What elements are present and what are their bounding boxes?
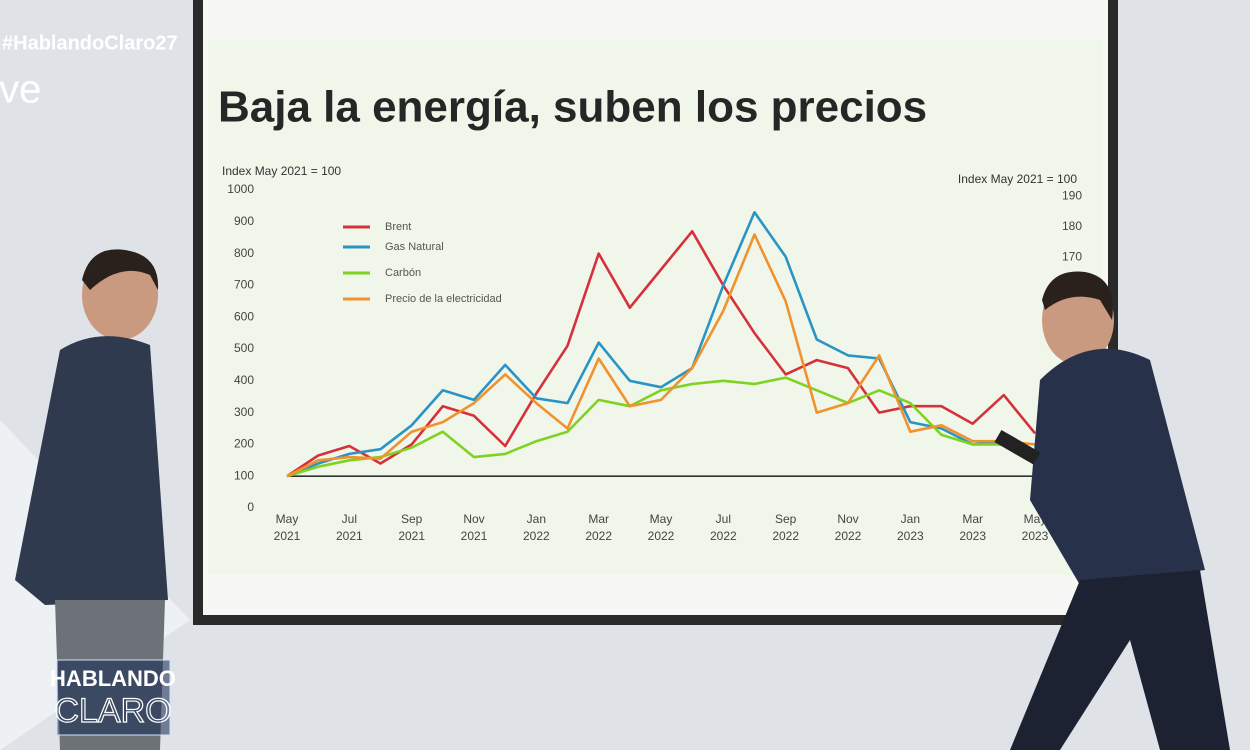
hair (82, 249, 159, 290)
y2-tick-label: 170 (1062, 249, 1082, 263)
trousers (1010, 570, 1230, 750)
y-tick-label: 100 (234, 468, 254, 482)
legend-label: Brent (385, 221, 411, 233)
y2-tick-label: 180 (1062, 219, 1082, 233)
series-line (286, 230, 1037, 478)
x-tick-label: Nov 2021 (461, 512, 488, 543)
x-tick-label: May 2021 (274, 512, 301, 543)
y-tick-label: 300 (234, 405, 254, 419)
y-tick-label: 900 (234, 214, 254, 228)
x-tick-label: May 2022 (648, 512, 675, 543)
y-tick-label: 200 (234, 437, 254, 451)
x-tick-label: Jan 2022 (523, 512, 550, 543)
presenter-left (15, 249, 168, 750)
plot: 0100200300400500600700800900100011012013… (227, 182, 1082, 543)
series-line (286, 211, 1036, 478)
y-tick-label: 500 (234, 341, 254, 355)
series-line (286, 376, 1036, 478)
show-logo-bottom: CLARO (54, 692, 171, 730)
series-line (286, 233, 1036, 478)
y-tick-label: 400 (234, 373, 254, 387)
y-tick-label: 700 (234, 278, 254, 292)
y2-tick-label: 190 (1062, 188, 1082, 202)
x-tick-label: Jul 2022 (710, 512, 737, 543)
tablet (994, 429, 1041, 465)
x-tick-label: Sep 2021 (398, 512, 425, 543)
x-tick-label: Mar 2023 (959, 512, 986, 543)
x-tick-label: Mar 2022 (585, 512, 612, 543)
x-tick-label: Nov 2022 (835, 512, 862, 543)
legend-label: Precio de la electricidad (385, 293, 502, 305)
legend-label: Carbón (385, 267, 421, 279)
y-tick-label: 0 (247, 500, 254, 514)
presenter-right (994, 271, 1230, 750)
y2-axis-label: Index May 2021 = 100 (958, 172, 1077, 186)
show-logo-top: HABLANDO (50, 666, 176, 691)
y-tick-label: 600 (234, 309, 254, 323)
hair (1042, 271, 1113, 320)
chart-panel (208, 40, 1103, 575)
x-tick-label: Sep 2022 (772, 512, 799, 543)
y-tick-label: 800 (234, 246, 254, 260)
y-tick-label: 1000 (227, 182, 254, 196)
x-tick-label: Jan 2023 (897, 512, 924, 543)
hashtag: #HablandoClaro27 (2, 32, 178, 54)
legend-label: Gas Natural (385, 241, 444, 253)
show-logo (56, 659, 171, 736)
x-tick-label: Jul 2021 (336, 512, 363, 543)
jacket (1030, 348, 1205, 585)
y-axis-label: Index May 2021 = 100 (222, 164, 341, 178)
chart-title: Baja la energía, suben los precios (218, 83, 927, 132)
channel-logo: tve (0, 68, 41, 112)
jacket (15, 336, 168, 605)
